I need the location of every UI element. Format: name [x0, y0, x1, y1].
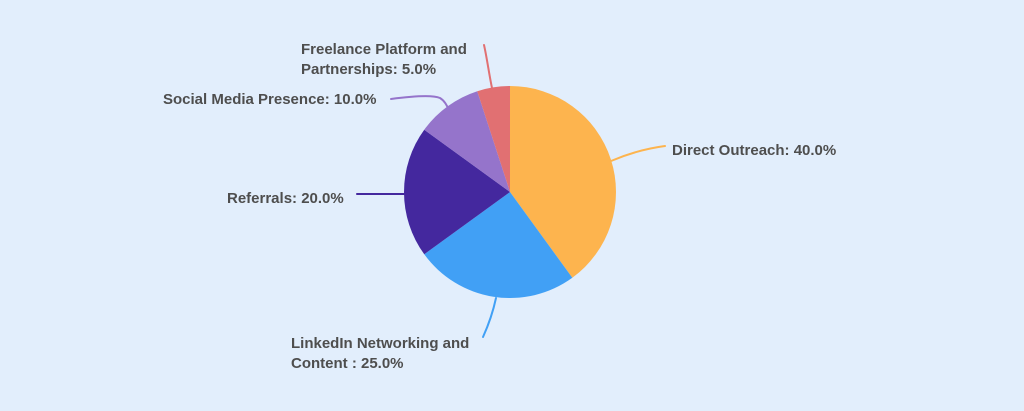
slice-label-social-media-text: Social Media Presence: 10.0%: [163, 91, 377, 108]
leader-line-direct-outreach: [610, 145, 666, 162]
pie-slices: [404, 86, 616, 298]
pie-slice-freelance-platform-and-partnerships[interactable]: [477, 86, 510, 192]
slice-label-direct-outreach-text: Direct Outreach: 40.0%: [672, 142, 837, 159]
pie-slice-linkedin-networking-and-content[interactable]: [424, 192, 573, 298]
leader-lines: [356, 44, 666, 338]
slice-label-linkedin-line2: Content : 25.0%: [291, 355, 404, 372]
slice-label-linkedin: LinkedIn Networking and Content : 25.0%: [291, 334, 469, 374]
pie-slice-referrals[interactable]: [404, 129, 510, 255]
slice-label-freelance-line2: Partnerships: 5.0%: [301, 61, 437, 78]
pie-slice-social-media-presence[interactable]: [424, 91, 510, 192]
slice-label-linkedin-line1: LinkedIn Networking and: [291, 335, 470, 352]
slice-label-freelance: Freelance Platform and Partnerships: 5.0…: [301, 40, 467, 80]
slice-label-direct-outreach: Direct Outreach: 40.0%: [672, 141, 836, 161]
slice-label-social-media: Social Media Presence: 10.0%: [163, 90, 376, 110]
pie-slice-direct-outreach[interactable]: [510, 86, 616, 278]
leader-line-linkedin: [482, 297, 497, 338]
leader-line-freelance: [483, 44, 493, 89]
slice-label-freelance-line1: Freelance Platform and: [301, 41, 467, 58]
leader-line-social-media: [390, 95, 451, 113]
slice-label-referrals: Referrals: 20.0%: [227, 189, 344, 209]
slice-label-referrals-text: Referrals: 20.0%: [227, 190, 344, 207]
